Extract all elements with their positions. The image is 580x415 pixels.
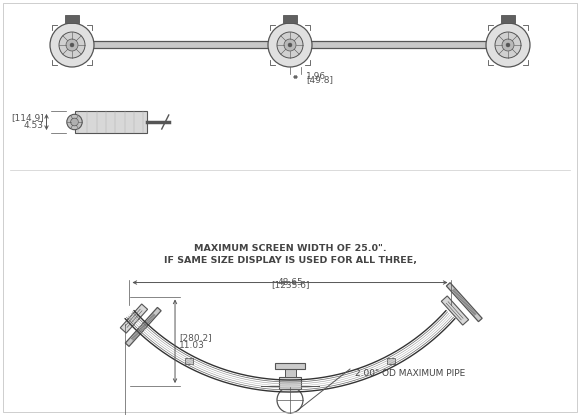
Text: [49.8]: [49.8] [306,75,333,84]
Bar [184,358,193,364]
Polygon shape [447,283,482,322]
Circle shape [486,23,530,67]
Bar [501,15,515,23]
Circle shape [71,118,78,126]
Bar [65,15,79,23]
Bar [74,111,147,133]
Bar [283,15,297,23]
Circle shape [288,43,292,47]
Text: [1235.6]: [1235.6] [271,281,309,290]
Bar [275,363,305,369]
Circle shape [268,23,312,67]
Text: IF SAME SIZE DISPLAY IS USED FOR ALL THREE,: IF SAME SIZE DISPLAY IS USED FOR ALL THR… [164,256,416,265]
Polygon shape [120,304,148,333]
Circle shape [284,39,296,51]
Circle shape [70,43,74,47]
Text: 48.65: 48.65 [277,278,303,286]
Circle shape [50,23,94,67]
Polygon shape [125,308,161,347]
Bar [387,358,396,364]
Circle shape [506,43,510,47]
Circle shape [277,32,303,58]
Bar [285,369,295,377]
Circle shape [495,32,521,58]
Text: [280.2]: [280.2] [179,333,212,342]
Text: MAXIMUM SCREEN WIDTH OF 25.0".: MAXIMUM SCREEN WIDTH OF 25.0". [194,244,386,253]
Text: 1.96: 1.96 [306,72,326,81]
Polygon shape [441,296,469,325]
Circle shape [502,39,514,51]
Circle shape [66,39,78,51]
Bar [77,42,503,49]
Circle shape [67,114,82,130]
Text: 4.53: 4.53 [24,122,44,130]
Text: 11.03: 11.03 [179,341,205,350]
Circle shape [59,32,85,58]
Bar [279,377,301,389]
Text: 2.00" OD MAXIMUM PIPE: 2.00" OD MAXIMUM PIPE [355,369,465,378]
Text: [114.9]: [114.9] [11,113,44,122]
